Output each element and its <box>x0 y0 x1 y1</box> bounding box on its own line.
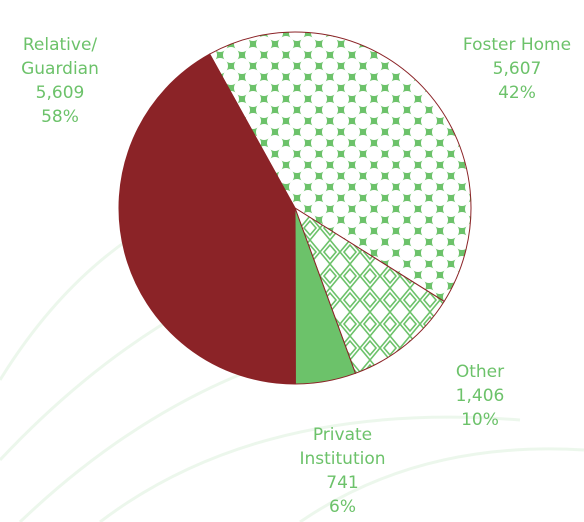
percent-label: 42% <box>447 81 584 105</box>
percent-label: 10% <box>430 408 530 432</box>
percent-label: 6% <box>280 495 405 519</box>
value-label: 5,607 <box>447 57 584 81</box>
category-label: Foster Home <box>447 33 584 57</box>
category-label: Private Institution <box>280 423 405 471</box>
chart: Relative/ Guardian5,60958% Foster Home5,… <box>0 0 584 522</box>
percent-label: 58% <box>0 105 120 129</box>
category-label: Relative/ Guardian <box>0 33 120 81</box>
value-label: 5,609 <box>0 81 120 105</box>
value-label: 741 <box>280 471 405 495</box>
category-label: Other <box>430 360 530 384</box>
value-label: 1,406 <box>430 384 530 408</box>
